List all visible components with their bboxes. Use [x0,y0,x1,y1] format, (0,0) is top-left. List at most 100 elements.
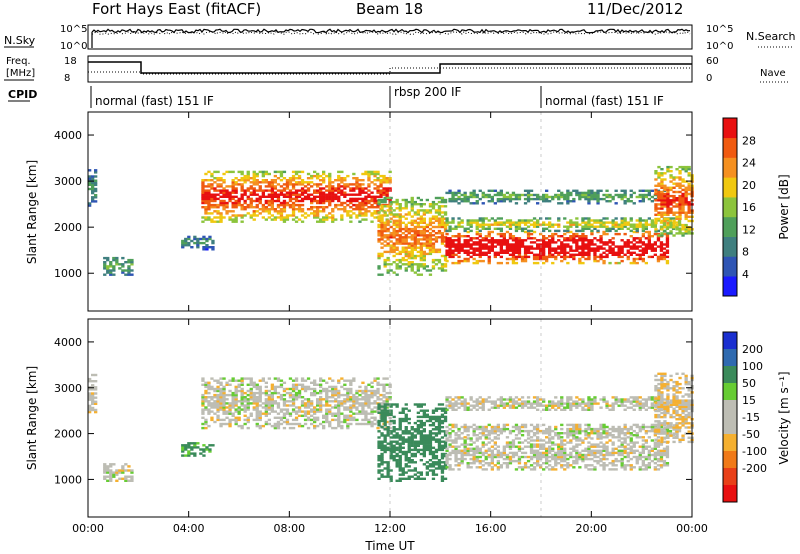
heatmap-cell [407,444,411,447]
heatmap-cell [508,219,513,222]
heatmap-cell [340,426,344,430]
heatmap-cell [463,197,467,201]
heatmap-cell [660,197,664,200]
heatmap-cell [407,250,411,254]
heatmap-cell [364,393,368,397]
heatmap-cell [644,193,648,197]
heatmap-cell [216,212,220,215]
heatmap-cell [675,232,679,235]
heatmap-cell [349,201,353,205]
heatmap-cell [659,221,664,224]
heatmap-cell [237,201,241,205]
heatmap-cell [687,188,691,192]
heatmap-cell [638,221,642,224]
heatmap-cell [419,448,423,452]
heatmap-cell [103,267,107,270]
heatmap-cell [243,206,247,209]
heatmap-cell [678,207,682,210]
heatmap-cell [454,261,458,265]
heatmap-cell [249,193,253,196]
heatmap-cell [499,451,503,455]
heatmap-cell [319,210,323,213]
heatmap-cell [404,432,408,435]
heatmap-cell [666,201,670,204]
heatmap-cell [484,227,488,230]
heatmap-cell [127,475,131,478]
heatmap-cell [668,217,673,220]
heatmap-cell [437,438,442,441]
heatmap-cell [401,198,405,202]
heatmap-cell [376,387,380,391]
heatmap-cell [386,434,390,437]
heatmap-cell [638,223,642,226]
heatmap-cell [389,479,393,482]
heatmap-cell [523,230,528,234]
heatmap-cell [457,195,461,199]
heatmap-cell [623,195,627,199]
heatmap-cell [370,420,374,424]
heatmap-cell [669,180,673,183]
heatmap-cell [481,453,485,457]
heatmap-cell [428,252,433,256]
heatmap-cell [282,400,287,403]
heatmap-cell [231,170,235,174]
y-tick-label: 4000 [54,129,82,142]
heatmap-cell [529,447,534,450]
heatmap-cell [499,221,503,224]
heatmap-cell [319,197,323,201]
heatmap-cell [231,197,235,201]
heatmap-cell [407,450,411,454]
heatmap-cell [545,227,549,230]
heatmap-cell [599,245,603,248]
heatmap-cell [666,188,670,192]
heatmap-cell [608,251,612,254]
heatmap-cell [440,403,445,406]
heatmap-cell [422,242,426,245]
heatmap-cell [663,226,667,229]
heatmap-cell [386,473,390,476]
heatmap-cell [382,389,386,393]
heatmap-cell [536,449,540,452]
heatmap-cell [407,236,411,239]
heatmap-cell [416,217,420,220]
heatmap-cell [623,225,627,228]
heatmap-cell [361,408,365,411]
heatmap-cell [605,253,609,256]
heatmap-cell [431,225,436,229]
heatmap-cell [279,189,284,192]
heatmap-cell [225,201,229,205]
heatmap-cell [451,239,455,242]
heatmap-cell [413,452,417,456]
heatmap-cell [385,177,389,180]
heatmap-cell [469,247,473,250]
heatmap-cell [294,391,299,395]
heatmap-cell [440,446,445,449]
heatmap-cell [678,186,682,189]
heatmap-cell [213,195,217,198]
heatmap-cell [472,457,476,461]
heatmap-cell [204,216,208,219]
heatmap-cell [237,400,241,403]
heatmap-cell [252,199,256,203]
heatmap-cell [410,229,414,233]
heatmap-cell [466,223,470,226]
heatmap-cell [475,227,479,230]
heatmap-cell [502,447,506,450]
heatmap-cell [337,414,341,417]
heatmap-cell [602,223,606,226]
heatmap-cell [448,229,452,233]
heatmap-cell [560,459,564,463]
heatmap-cell [246,420,250,424]
heatmap-cell [88,177,92,180]
heatmap-cell [545,245,549,248]
heatmap-cell [325,218,329,221]
heatmap-cell [422,234,426,237]
heatmap-cell [413,271,417,274]
heatmap-cell [416,448,420,452]
heatmap-cell [428,438,433,441]
heatmap-cell [587,468,591,471]
heatmap-cell [502,462,506,465]
heatmap-cell [190,448,194,451]
heatmap-cell [252,177,256,180]
heatmap-cell [596,245,600,248]
